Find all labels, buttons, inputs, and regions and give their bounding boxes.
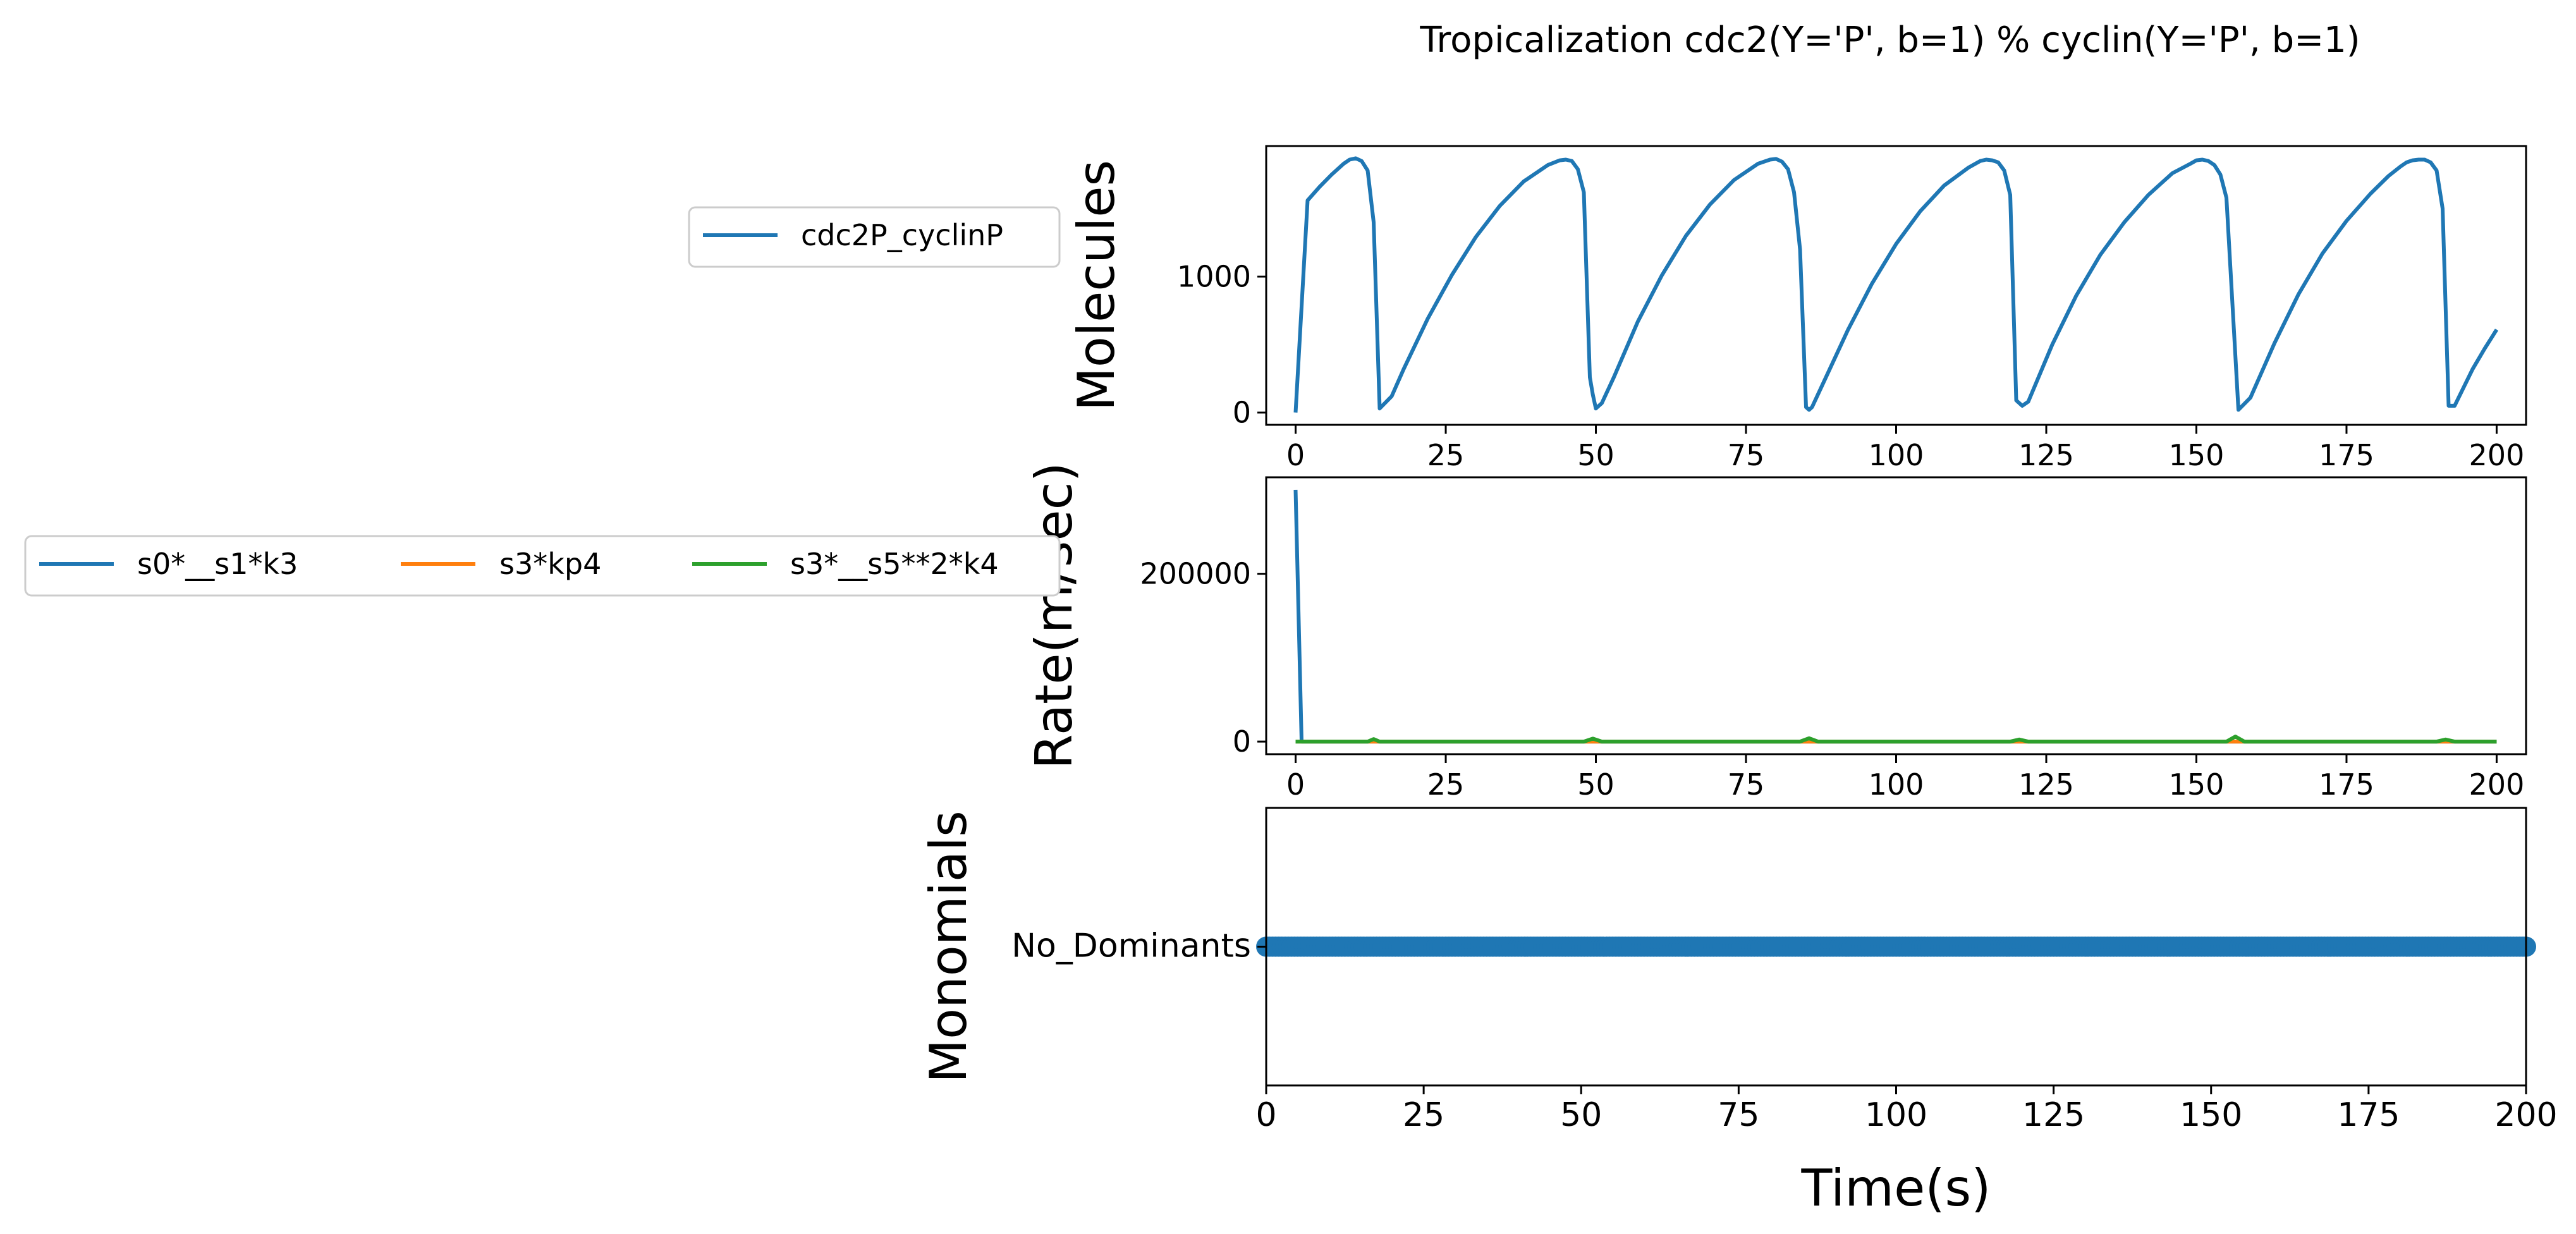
x-tick-label: 25 xyxy=(1427,438,1465,472)
x-tick-label: 0 xyxy=(1286,438,1305,472)
x-tick-label: 125 xyxy=(2022,1096,2085,1134)
y-tick-label: 0 xyxy=(1233,396,1251,430)
y-tick-label: 0 xyxy=(1233,724,1251,759)
legend-label-s3-kp4: s3*kp4 xyxy=(499,547,601,581)
molecules-legend[interactable]: cdc2P_cyclinP xyxy=(688,206,1061,268)
x-tick-label: 100 xyxy=(1865,1096,1927,1134)
series-line-0 xyxy=(1293,156,2499,413)
x-tick-label: 125 xyxy=(2018,767,2074,802)
legend-label-s3-s5-k4: s3*__s5**2*k4 xyxy=(790,547,999,581)
x-tick-label: 0 xyxy=(1255,1096,1276,1134)
legend-frame xyxy=(24,535,1061,597)
y-tick-label: 200000 xyxy=(1140,557,1251,591)
chart-title: Tropicalization cdc2(Y='P', b=1) % cycli… xyxy=(1419,20,2360,61)
x-tick-label: 150 xyxy=(2169,767,2225,802)
x-tick-label: 150 xyxy=(2180,1096,2242,1134)
rate-legend[interactable]: s0*__s1*k3 s3*kp4 s3*__s5**2*k4 xyxy=(24,535,1061,597)
y-axis-label: Monomials xyxy=(919,810,978,1083)
x-tick-label: 25 xyxy=(1427,767,1465,802)
x-axis-label: Time(s) xyxy=(1801,1159,1991,1218)
x-tick-label: 175 xyxy=(2319,438,2374,472)
legend-label-s0-s1-k3: s0*__s1*k3 xyxy=(137,547,298,581)
y-tick-label: 1000 xyxy=(1177,260,1251,294)
monomials-panel: 0 25 50 75 100 125 150 175 200 No_Dominants Monomi… xyxy=(919,807,2558,1218)
molecules-panel: 0 25 50 75 100 125 150 175 200 0 1000 Molecules xyxy=(1067,145,2527,472)
x-tick-label: 175 xyxy=(2319,767,2374,802)
legend-label-cdc2P-cyclinP: cdc2P_cyclinP xyxy=(801,218,1003,252)
x-tick-label: 125 xyxy=(2018,438,2074,472)
series-line-2 xyxy=(1295,735,2497,744)
x-tick-label: 100 xyxy=(1869,767,1924,802)
x-tick-label: 200 xyxy=(2469,767,2525,802)
x-tick-label: 200 xyxy=(2494,1096,2557,1134)
x-tick-label: 100 xyxy=(1869,438,1924,472)
x-tick-label: 175 xyxy=(2337,1096,2400,1134)
x-tick-label: 75 xyxy=(1728,438,1765,472)
x-tick-label: 75 xyxy=(1728,767,1765,802)
y-axis-label: Molecules xyxy=(1067,160,1126,411)
x-tick-label: 25 xyxy=(1403,1096,1444,1134)
series-line-0 xyxy=(1293,489,2497,744)
y-tick-label: No_Dominants xyxy=(1011,927,1251,965)
x-tick-label: 0 xyxy=(1286,767,1305,802)
rate-panel: 0 25 50 75 100 125 150 175 200 0 200000 Rate(m/sec) xyxy=(1025,462,2527,802)
x-tick-label: 150 xyxy=(2169,438,2225,472)
x-tick-label: 200 xyxy=(2469,438,2525,472)
legend-frame xyxy=(688,206,1061,268)
x-tick-label: 50 xyxy=(1560,1096,1602,1134)
x-tick-label: 75 xyxy=(1718,1096,1759,1134)
axes-frame xyxy=(1265,476,2527,755)
y-axis-label: Rate(m/sec) xyxy=(1025,462,1084,769)
x-tick-label: 50 xyxy=(1577,438,1615,472)
x-tick-label: 50 xyxy=(1577,767,1615,802)
axes-frame xyxy=(1265,145,2527,426)
